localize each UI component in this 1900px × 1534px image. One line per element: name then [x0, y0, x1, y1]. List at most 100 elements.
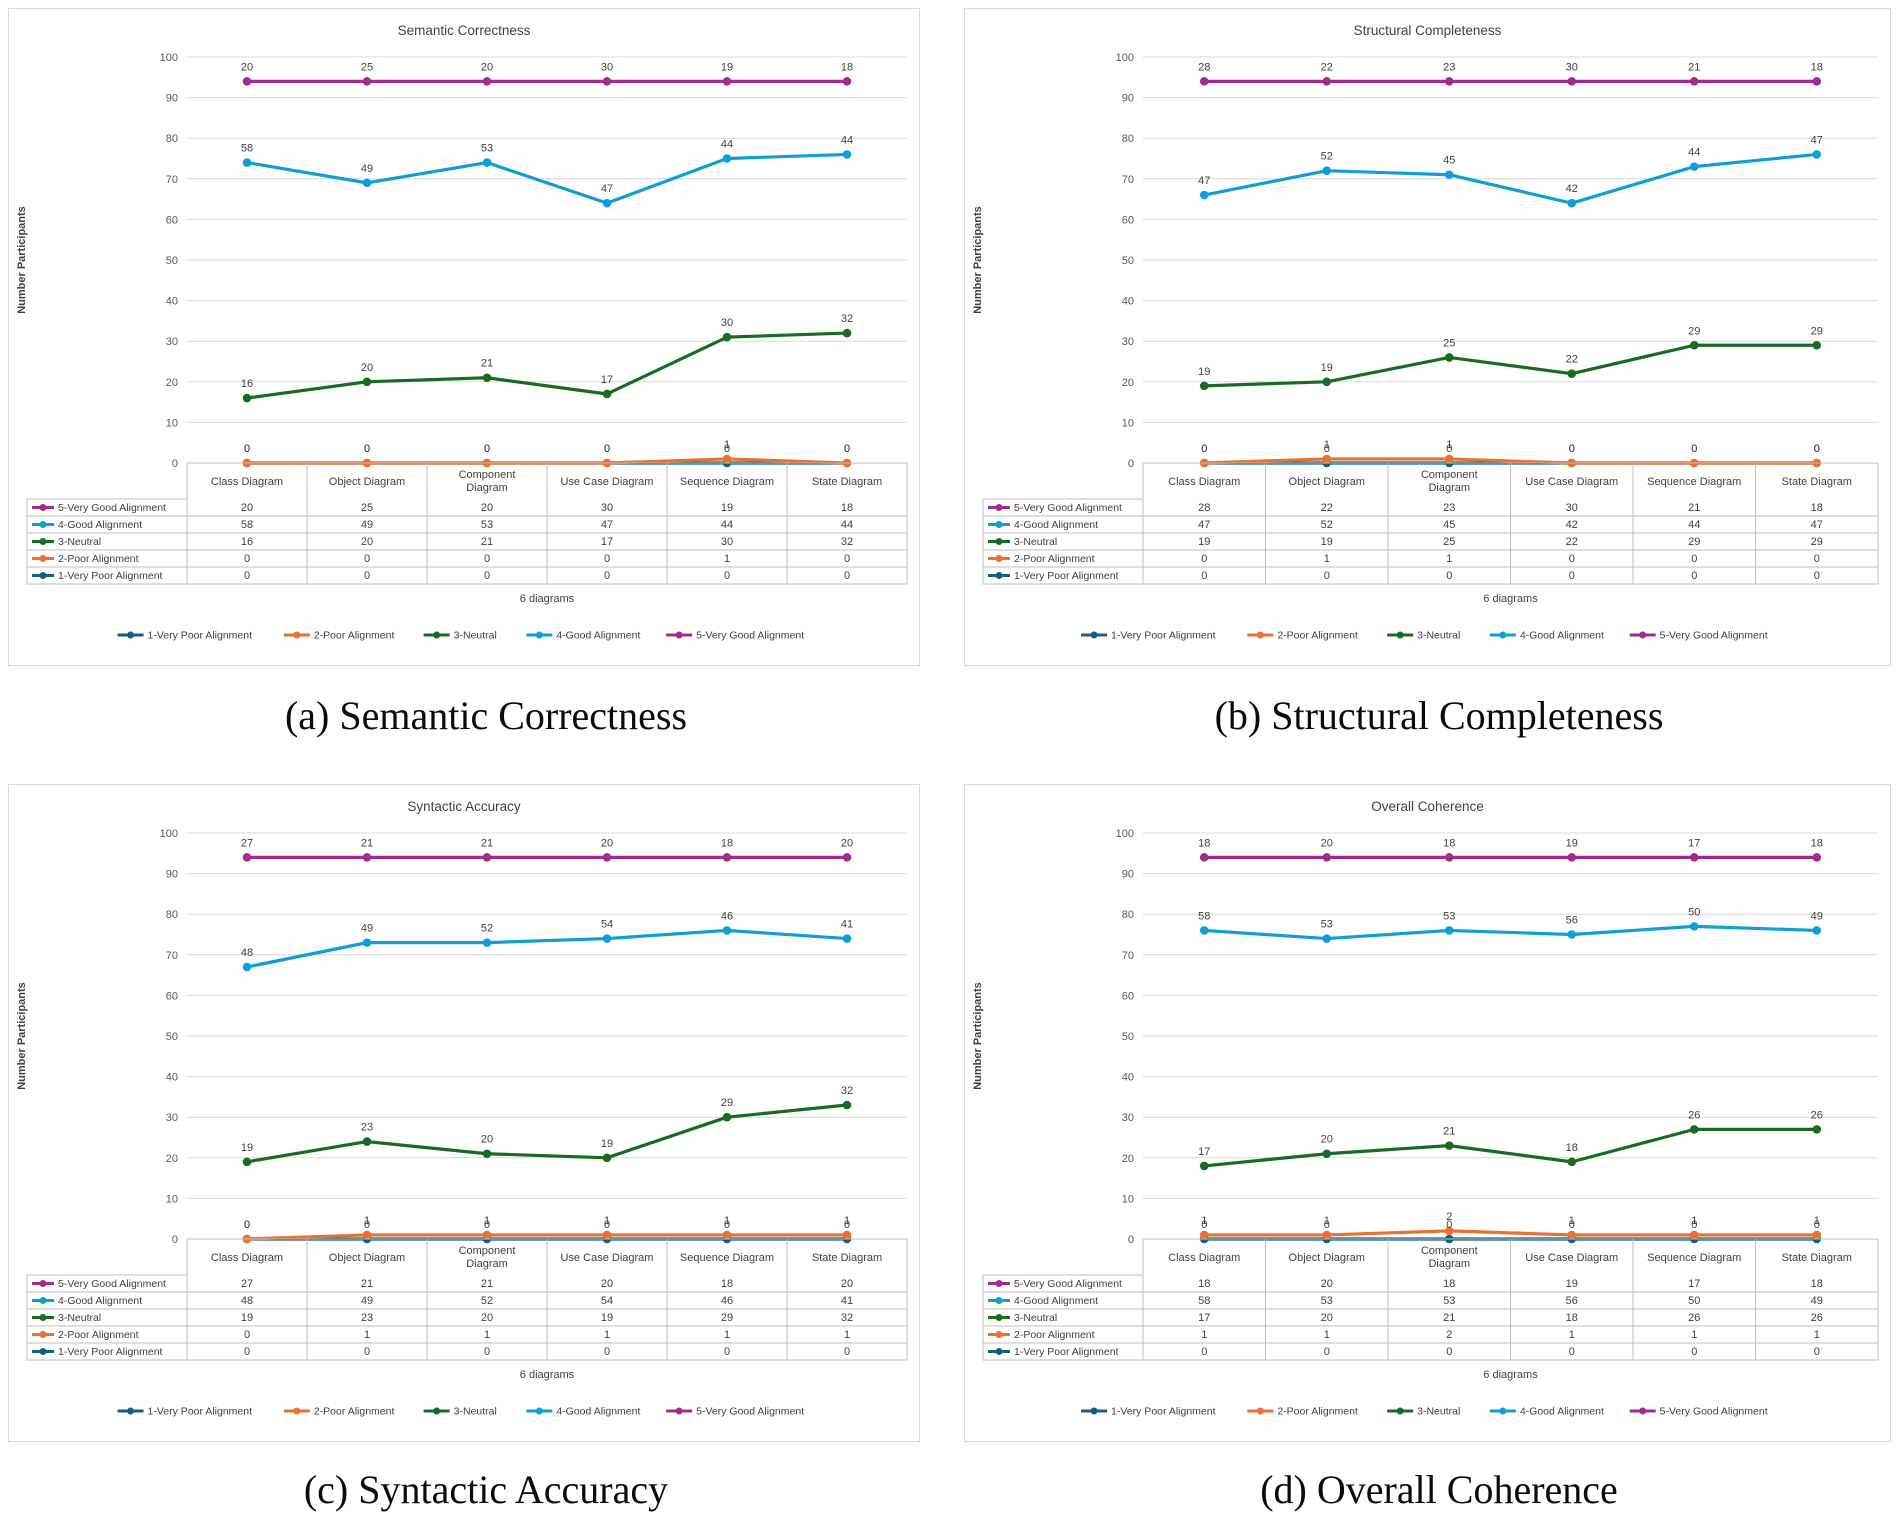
- svg-text:0: 0: [484, 443, 490, 455]
- svg-text:30: 30: [1122, 336, 1134, 348]
- svg-text:1: 1: [724, 553, 730, 565]
- svg-text:0: 0: [244, 570, 250, 582]
- svg-text:0: 0: [844, 570, 850, 582]
- svg-text:0: 0: [1201, 570, 1207, 582]
- svg-text:0: 0: [1569, 443, 1575, 455]
- svg-text:27: 27: [241, 837, 253, 849]
- svg-text:52: 52: [481, 923, 493, 935]
- svg-text:1: 1: [604, 1329, 610, 1341]
- chart-panel-structural-completeness: Structural Completeness 0 10 20 30 40 50 60 70 80…: [964, 8, 1891, 666]
- svg-text:42: 42: [1566, 519, 1578, 531]
- svg-text:49: 49: [361, 1295, 373, 1307]
- svg-text:17: 17: [1688, 1278, 1700, 1290]
- svg-text:1: 1: [1324, 1215, 1330, 1227]
- svg-text:0: 0: [364, 443, 370, 455]
- svg-text:20: 20: [241, 502, 253, 514]
- svg-text:90: 90: [1122, 93, 1134, 105]
- svg-text:100: 100: [160, 52, 178, 64]
- svg-text:6 diagrams: 6 diagrams: [520, 1369, 575, 1381]
- svg-text:0: 0: [1691, 553, 1697, 565]
- svg-text:Sequence Diagram: Sequence Diagram: [680, 1252, 774, 1264]
- svg-text:18: 18: [841, 61, 853, 73]
- svg-text:1: 1: [484, 1329, 490, 1341]
- svg-text:20: 20: [1122, 1153, 1134, 1165]
- svg-text:5-Very Good Alignment: 5-Very Good Alignment: [58, 1278, 166, 1290]
- svg-text:2-Poor Alignment: 2-Poor Alignment: [314, 1406, 395, 1418]
- svg-text:0: 0: [1128, 458, 1134, 470]
- svg-text:4-Good Alignment: 4-Good Alignment: [58, 519, 142, 531]
- svg-text:0: 0: [244, 443, 250, 455]
- svg-text:30: 30: [721, 536, 733, 548]
- svg-text:49: 49: [1811, 1295, 1823, 1307]
- svg-text:1: 1: [724, 1329, 730, 1341]
- svg-text:30: 30: [601, 61, 613, 73]
- chart-panel-syntactic-accuracy: Syntactic Accuracy 0 10 20 30 40 50 60 70 80 90 100…: [8, 784, 920, 1442]
- svg-text:0: 0: [1691, 570, 1697, 582]
- svg-text:46: 46: [721, 910, 733, 922]
- svg-text:0: 0: [844, 443, 850, 455]
- svg-text:48: 48: [241, 1295, 253, 1307]
- svg-text:70: 70: [166, 174, 178, 186]
- svg-text:0: 0: [244, 443, 250, 455]
- svg-text:32: 32: [841, 1085, 853, 1097]
- chart-panel-semantic-correctness: Semantic Correctness 0 10 20 30 40 50 60 70 80 90 1…: [8, 8, 920, 666]
- svg-text:20: 20: [601, 1278, 613, 1290]
- svg-text:44: 44: [1688, 147, 1700, 159]
- svg-text:4-Good Alignment: 4-Good Alignment: [1014, 1295, 1098, 1307]
- svg-text:0: 0: [1691, 443, 1697, 455]
- svg-text:3-Neutral: 3-Neutral: [1417, 1406, 1460, 1418]
- svg-text:32: 32: [841, 313, 853, 325]
- svg-text:4-Good Alignment: 4-Good Alignment: [58, 1295, 142, 1307]
- svg-text:80: 80: [166, 133, 178, 145]
- svg-text:5-Very Good Alignment: 5-Very Good Alignment: [1660, 1406, 1768, 1418]
- chart-structural-completeness: Structural Completeness01020304050607080…: [972, 23, 1879, 642]
- svg-text:State Diagram: State Diagram: [812, 1252, 882, 1264]
- svg-text:56: 56: [1566, 915, 1578, 927]
- svg-text:5-Very Good Alignment: 5-Very Good Alignment: [696, 1406, 804, 1418]
- svg-text:49: 49: [361, 923, 373, 935]
- svg-text:52: 52: [481, 1295, 493, 1307]
- svg-text:1: 1: [1569, 1329, 1575, 1341]
- svg-text:0: 0: [844, 1346, 850, 1358]
- svg-text:22: 22: [1566, 536, 1578, 548]
- svg-text:28: 28: [1198, 61, 1210, 73]
- svg-text:18: 18: [721, 1278, 733, 1290]
- svg-text:0: 0: [1446, 1219, 1452, 1231]
- svg-text:1-Very Poor Alignment: 1-Very Poor Alignment: [1014, 1346, 1119, 1358]
- svg-text:20: 20: [241, 61, 253, 73]
- svg-text:6 diagrams: 6 diagrams: [1483, 1369, 1538, 1381]
- svg-text:Component: Component: [459, 469, 516, 481]
- caption-semantic-correctness: (a) Semantic Correctness: [284, 693, 688, 738]
- svg-text:70: 70: [166, 950, 178, 962]
- svg-text:0: 0: [1691, 443, 1697, 455]
- svg-text:1: 1: [1446, 439, 1452, 451]
- svg-text:19: 19: [1566, 1278, 1578, 1290]
- svg-text:47: 47: [1811, 519, 1823, 531]
- svg-text:5-Very Good Alignment: 5-Very Good Alignment: [1014, 1278, 1122, 1290]
- svg-text:46: 46: [721, 1295, 733, 1307]
- svg-text:70: 70: [1122, 950, 1134, 962]
- svg-text:21: 21: [481, 536, 493, 548]
- svg-text:70: 70: [1122, 174, 1134, 186]
- svg-text:0: 0: [1324, 1219, 1330, 1231]
- svg-text:1: 1: [484, 1215, 490, 1227]
- svg-text:56: 56: [1566, 1295, 1578, 1307]
- svg-text:Diagram: Diagram: [466, 1258, 508, 1270]
- svg-text:20: 20: [1321, 1134, 1333, 1146]
- svg-text:18: 18: [1443, 837, 1455, 849]
- svg-text:47: 47: [1811, 134, 1823, 146]
- svg-text:52: 52: [1321, 151, 1333, 163]
- svg-text:20: 20: [481, 1312, 493, 1324]
- svg-text:3-Neutral: 3-Neutral: [454, 630, 497, 642]
- svg-text:44: 44: [721, 519, 733, 531]
- svg-text:0: 0: [1324, 570, 1330, 582]
- svg-text:5-Very Good Alignment: 5-Very Good Alignment: [58, 502, 166, 514]
- svg-text:58: 58: [1198, 1295, 1210, 1307]
- svg-text:0: 0: [364, 1219, 370, 1231]
- svg-text:50: 50: [166, 1031, 178, 1043]
- svg-text:3-Neutral: 3-Neutral: [1014, 536, 1057, 548]
- svg-text:0: 0: [604, 553, 610, 565]
- svg-text:29: 29: [1811, 536, 1823, 548]
- svg-text:19: 19: [1198, 366, 1210, 378]
